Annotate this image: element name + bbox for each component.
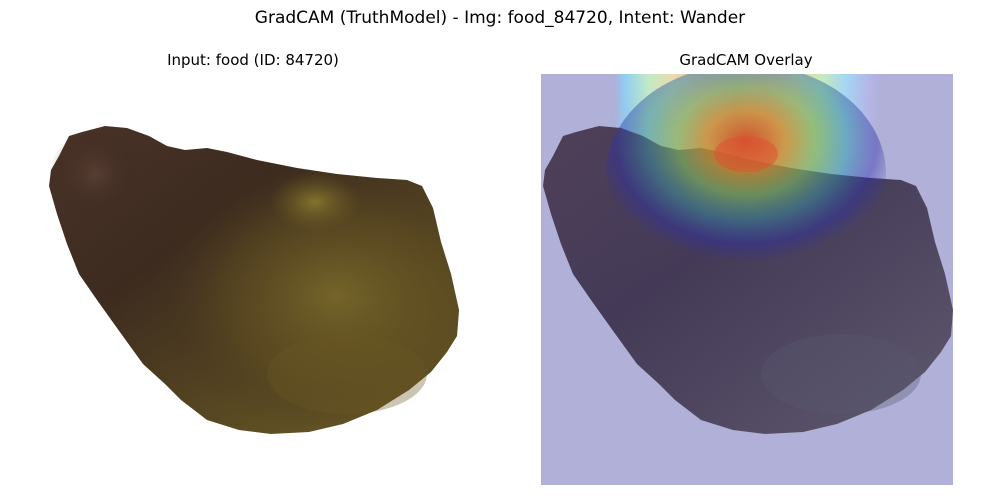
- heatmap-hotspot: [606, 74, 886, 284]
- input-image-panel: [47, 74, 459, 485]
- gradcam-overlay-image: [541, 74, 953, 485]
- input-food-image: [49, 126, 459, 434]
- figure-title: GradCAM (TruthModel) - Img: food_84720, …: [254, 8, 746, 28]
- overlay-panel-title: GradCAM Overlay: [679, 51, 813, 69]
- input-panel-title: Input: food (ID: 84720): [167, 51, 339, 69]
- gradcam-overlay-panel: [541, 74, 953, 485]
